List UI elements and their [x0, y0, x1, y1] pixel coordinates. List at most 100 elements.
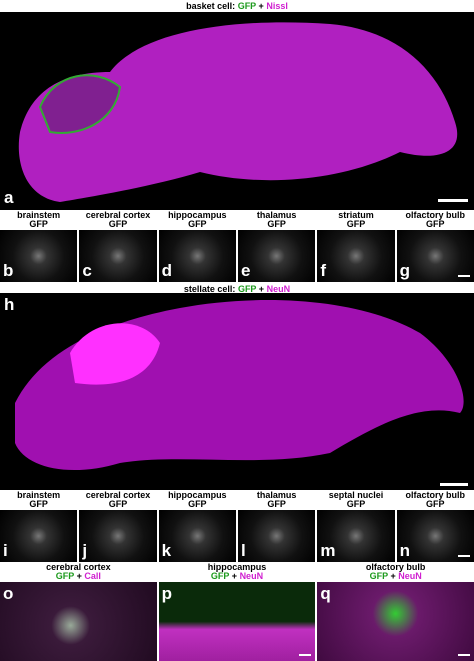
scale-bar — [438, 199, 468, 202]
panel: cerebral cortex GFP j — [79, 491, 157, 562]
row: brainstem GFP i cerebral cortex GFP j hippocam… — [0, 491, 474, 562]
stain: GFP — [108, 499, 128, 509]
panel-letter: c — [82, 261, 92, 280]
stain-line: GFP + NeuN — [317, 572, 474, 581]
micrograph: g — [396, 230, 474, 282]
panel-header: brainstem GFP — [0, 211, 77, 230]
panel: olfactory bulb GFP + NeuN q — [317, 563, 474, 661]
panel-a: a — [0, 12, 474, 210]
scale-bar — [457, 275, 470, 277]
stain: GFP — [426, 219, 445, 229]
panel-header: septal nuclei GFP — [317, 491, 394, 510]
brain-image — [18, 22, 468, 203]
panel: olfactory bulb GFP g — [396, 211, 474, 282]
panel-letter: b — [3, 261, 14, 280]
panel-header: cerebral cortex GFP — [79, 491, 156, 510]
panel-letter: k — [161, 541, 172, 560]
panel: thalamus GFP l — [237, 491, 316, 562]
panel-header: thalamus GFP — [238, 491, 315, 510]
top-title: basket cell: GFP + Nissl — [0, 1, 474, 11]
panel-letter: n — [399, 541, 411, 560]
panel-header: brainstem GFP — [0, 491, 77, 510]
panel: striatum GFP f — [317, 210, 395, 282]
panel-header: olfactory bulb GFP — [397, 211, 474, 230]
cerebellum — [38, 74, 122, 134]
panel-header: cerebral cortex GFP — [79, 211, 156, 230]
region: cerebral cortex — [85, 490, 151, 500]
panel-letter: h — [4, 295, 15, 314]
stain: GFP — [108, 219, 128, 229]
region: brainstem — [17, 490, 61, 500]
brain-image — [15, 300, 468, 486]
stain-line: GFP + NeuN — [159, 572, 316, 581]
panel-letter: i — [3, 541, 8, 560]
region: olfactory bulb — [365, 562, 426, 572]
panel-letter: e — [240, 261, 251, 280]
stain: NeuN — [398, 571, 422, 581]
plus: + — [258, 1, 264, 11]
panel-letter: q — [320, 584, 331, 603]
plus: + — [258, 284, 265, 294]
panel-letter: d — [161, 261, 173, 280]
micrograph: f — [317, 230, 395, 282]
stain: GFP — [267, 219, 286, 229]
region: olfactory bulb — [405, 210, 466, 220]
panel-letter: l — [240, 541, 246, 560]
panel-header: olfactory bulb GFP — [397, 491, 474, 510]
micrograph: b — [0, 230, 78, 282]
micrograph: i — [0, 510, 78, 562]
region: olfactory bulb — [405, 490, 466, 500]
panel: hippocampus GFP d — [158, 211, 236, 282]
region: septal nuclei — [328, 490, 384, 500]
scale-bar — [299, 654, 312, 656]
plus: + — [76, 571, 82, 581]
panel: thalamus GFP e — [237, 210, 316, 282]
stain: GFP — [426, 499, 445, 509]
row: brainstem GFP b cerebral cortex GFP c hippocam… — [0, 211, 474, 282]
plus: + — [231, 571, 238, 581]
region: thalamus — [256, 490, 297, 500]
micrograph: e — [237, 230, 316, 282]
panel-header: hippocampus GFP + NeuN — [159, 563, 316, 582]
panel-header: olfactory bulb GFP + NeuN — [317, 563, 474, 582]
panel-header: hippocampus GFP — [159, 491, 236, 510]
stain: CalI — [84, 571, 101, 581]
stain: GFP — [188, 219, 207, 229]
stain-line: GFP + CalI — [0, 572, 157, 581]
scale-bar — [458, 654, 471, 656]
region: striatum — [338, 210, 374, 220]
stain: GFP — [29, 499, 48, 509]
panel: brainstem GFP i — [0, 491, 78, 562]
stain: GFP — [267, 499, 286, 509]
micrograph: n — [396, 510, 474, 562]
panel: cerebral cortex GFP + CalI o — [0, 563, 157, 661]
cerebellum — [70, 323, 160, 385]
panel: cerebral cortex GFP c — [79, 211, 157, 282]
stain: Nissl — [266, 1, 288, 11]
stain: GFP — [29, 219, 48, 229]
panel-letter: g — [399, 261, 411, 280]
panel-letter: a — [4, 188, 14, 207]
micrograph: d — [158, 230, 236, 282]
title-label: basket cell: — [186, 1, 236, 11]
panel-letter: o — [3, 584, 14, 603]
panel: hippocampus GFP + NeuN p — [158, 563, 316, 661]
panel-letter: j — [82, 541, 88, 560]
row: cerebral cortex GFP + CalI o hippocampus GFP… — [0, 563, 474, 661]
region: thalamus — [256, 210, 297, 220]
panel-letter: f — [320, 261, 326, 280]
stain: NeuN — [266, 284, 291, 294]
region: hippocampus — [168, 490, 227, 500]
region: cerebral cortex — [85, 210, 151, 220]
panel-h: h — [0, 293, 474, 490]
micrograph: j — [79, 510, 157, 562]
title-label: stellate cell: — [183, 284, 236, 294]
scale-bar — [457, 555, 470, 557]
panel-header: hippocampus GFP — [159, 211, 236, 230]
micrograph: c — [79, 230, 157, 282]
stain: GFP — [55, 571, 75, 581]
region: cerebral cortex — [46, 562, 111, 572]
stain: GFP — [210, 571, 230, 581]
stain: NeuN — [239, 571, 264, 581]
